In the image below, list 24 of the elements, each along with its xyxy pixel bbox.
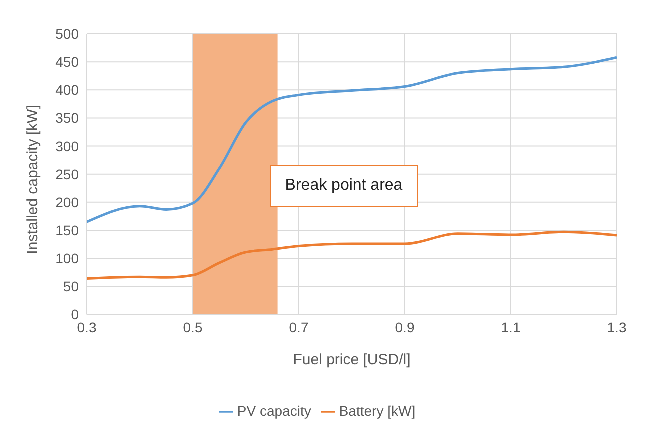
y-tick-label: 400: [56, 82, 80, 98]
y-tick-label: 100: [56, 250, 80, 267]
x-tick-label: 0.3: [77, 320, 97, 336]
legend-label: Battery [kW]: [339, 402, 416, 419]
x-tick-label: 0.9: [395, 320, 415, 336]
line-series: [87, 230, 617, 280]
x-axis-title: Fuel price [USD/l]: [293, 352, 411, 369]
x-tick-label: 0.5: [183, 320, 203, 336]
x-tick-label: 1.1: [501, 320, 521, 336]
y-tick-label: 150: [56, 222, 80, 238]
y-tick-label: 0: [71, 306, 80, 323]
x-tick-label: 0.7: [289, 320, 309, 336]
y-tick-label: 50: [63, 278, 80, 295]
legend-label: PV capacity: [237, 402, 312, 419]
y-axis-title: Installed capacity [kW]: [24, 105, 42, 254]
y-tick-label: 200: [56, 194, 80, 210]
y-tick-label: 250: [56, 166, 80, 182]
y-tick-label: 350: [56, 110, 80, 126]
annotation: Break point area: [270, 165, 418, 207]
y-tick-label: 300: [56, 138, 80, 154]
x-tick-label: 1.3: [607, 320, 627, 336]
y-tick-label: 500: [56, 26, 80, 42]
y-tick-label: 450: [56, 54, 80, 70]
line-series: [87, 56, 617, 224]
